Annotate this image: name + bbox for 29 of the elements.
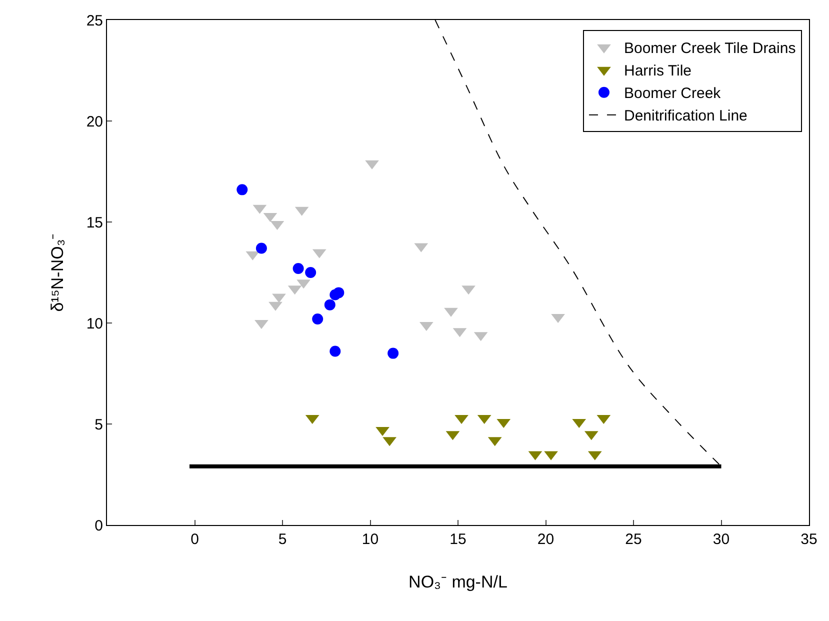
y-tick-label: 25 [86, 12, 103, 30]
y-tick-label: 0 [94, 517, 103, 534]
y-axis-title: δ¹⁵N-NO₃⁻ [48, 233, 67, 312]
x-tick-label: 10 [362, 531, 379, 548]
legend-label: Denitrification Line [624, 108, 748, 125]
point [330, 289, 341, 300]
point [256, 242, 267, 254]
legend-label: Boomer Creek [624, 85, 722, 102]
point [292, 262, 304, 274]
point [305, 267, 316, 278]
x-tick-label: 20 [537, 531, 554, 548]
legend-label: Boomer Creek Tile Drains [624, 40, 796, 58]
x-tick-label: 5 [278, 531, 287, 548]
point [312, 313, 324, 324]
y-tick-label: 10 [86, 315, 103, 332]
point [388, 348, 399, 359]
x-tick-label: 0 [190, 531, 199, 548]
x-tick-label: 35 [800, 531, 818, 548]
y-tick-label: 5 [94, 416, 103, 434]
legend-label: Harris Tile [624, 62, 692, 80]
x-axis-title: NO₃⁻ mg-N/L [408, 572, 508, 592]
x-tick-label: 30 [712, 531, 730, 548]
point [330, 346, 341, 357]
point [324, 299, 336, 310]
point [236, 184, 248, 196]
y-tick-label: 15 [86, 214, 103, 232]
x-tick-label: 25 [625, 531, 642, 548]
x-tick-label: 15 [450, 531, 466, 548]
y-tick-label: 20 [86, 113, 103, 130]
